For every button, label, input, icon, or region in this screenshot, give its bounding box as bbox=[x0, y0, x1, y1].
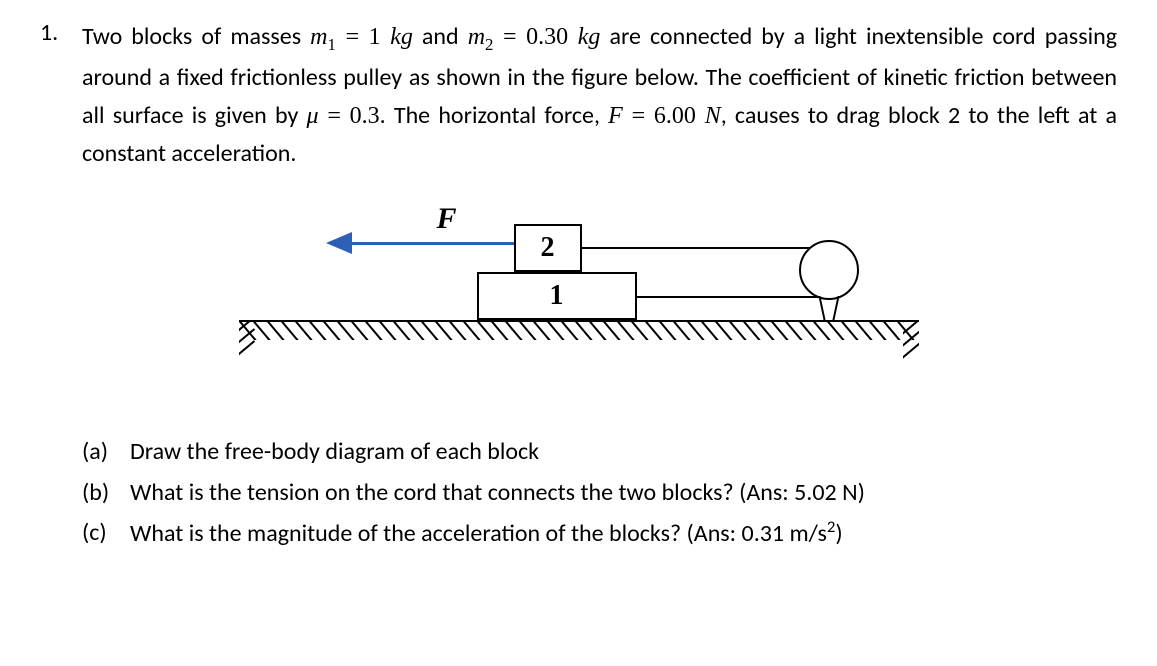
part-label: (b) bbox=[82, 473, 130, 514]
sym: m bbox=[310, 24, 327, 50]
block-1: 1 bbox=[477, 272, 637, 320]
text-fragment: What is the magnitude of the acceleratio… bbox=[130, 519, 742, 548]
part-text: What is the magnitude of the acceleratio… bbox=[130, 513, 843, 555]
problem-text: Two blocks of masses m1 = 1 kg and m2 = … bbox=[82, 18, 1117, 174]
ground-hatch-side bbox=[903, 322, 919, 374]
eq-sign: = bbox=[336, 24, 369, 50]
text-fragment: ) bbox=[858, 478, 865, 507]
problem-number: 1. bbox=[40, 18, 82, 47]
part-text: Draw the free-body diagram of each block bbox=[130, 432, 539, 473]
part-text: What is the tension on the cord that con… bbox=[130, 473, 865, 514]
answer: 5.02 N bbox=[794, 478, 857, 507]
part-b: (b) What is the tension on the cord that… bbox=[82, 473, 1117, 514]
value: 6.00 bbox=[654, 103, 705, 129]
part-c: (c) What is the magnitude of the acceler… bbox=[82, 513, 1117, 555]
value: 1 bbox=[369, 24, 391, 50]
pulley-wheel-icon bbox=[799, 240, 859, 300]
text-fragment: and bbox=[413, 22, 468, 51]
text-fragment: Two blocks of masses bbox=[82, 22, 310, 51]
text-fragment: What is the tension on the cord that con… bbox=[130, 478, 794, 507]
var-m1: m1 bbox=[310, 24, 336, 50]
figure-container: F 2 1 bbox=[40, 202, 1117, 402]
subquestions: (a) Draw the free-body diagram of each b… bbox=[82, 432, 1117, 555]
var-mu: μ bbox=[307, 103, 319, 129]
ground-hatch-side bbox=[239, 322, 255, 374]
part-label: (c) bbox=[82, 513, 130, 555]
unit: N bbox=[705, 103, 721, 129]
value: 0.30 bbox=[526, 24, 578, 50]
sym: m bbox=[468, 24, 485, 50]
page: 1. Two blocks of masses m1 = 1 kg and m2… bbox=[0, 0, 1157, 555]
force-arrow-shaft bbox=[344, 242, 514, 245]
force-label: F bbox=[437, 202, 457, 236]
text-fragment: ) bbox=[835, 519, 842, 548]
part-label: (a) bbox=[82, 432, 130, 473]
figure: F 2 1 bbox=[239, 202, 919, 402]
eq-sign: = bbox=[319, 103, 350, 129]
text-fragment: . The horizontal force, bbox=[380, 101, 609, 130]
cord-upper bbox=[582, 247, 824, 249]
var-F: F bbox=[608, 103, 623, 129]
force-arrow-head bbox=[326, 232, 352, 254]
eq-sign: = bbox=[623, 103, 654, 129]
answer: 0.31 m/s bbox=[742, 519, 827, 548]
part-a: (a) Draw the free-body diagram of each b… bbox=[82, 432, 1117, 473]
var-m2: m2 bbox=[468, 24, 494, 50]
cord-lower bbox=[637, 296, 824, 298]
ground-hatch bbox=[239, 322, 919, 340]
unit: kg bbox=[578, 24, 601, 50]
problem-statement: 1. Two blocks of masses m1 = 1 kg and m2… bbox=[40, 18, 1117, 174]
eq-sign: = bbox=[493, 24, 526, 50]
value: 0.3 bbox=[350, 103, 380, 129]
sub: 1 bbox=[328, 35, 336, 54]
block-2: 2 bbox=[514, 224, 582, 272]
unit: kg bbox=[390, 24, 413, 50]
